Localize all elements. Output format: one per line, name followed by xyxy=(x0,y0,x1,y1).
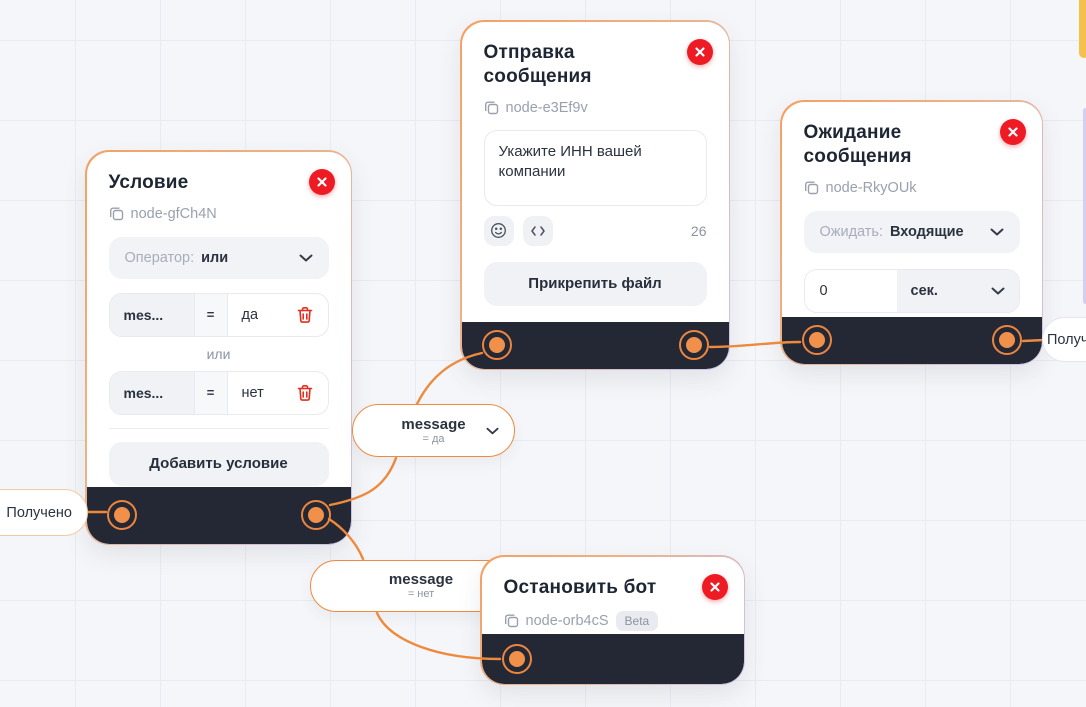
edge-label-title: message xyxy=(388,571,454,588)
port-label-received-left: Получено xyxy=(0,489,88,536)
node-condition[interactable]: Условие node-gfCh4N Оператор: или mes... xyxy=(85,150,352,545)
delay-value-input[interactable]: 0 xyxy=(804,269,897,312)
beta-badge: Beta xyxy=(615,610,659,631)
node-footer xyxy=(781,316,1042,364)
node-send-message[interactable]: Отправка сообщения node-e3Ef9v Укажите И… xyxy=(460,20,730,370)
close-icon[interactable] xyxy=(999,118,1026,145)
close-icon[interactable] xyxy=(308,168,335,195)
delay-unit-value: сек. xyxy=(910,282,938,299)
node-id: node-RkyOUk xyxy=(825,179,917,196)
offscreen-node-fragment-purple xyxy=(1083,108,1086,304)
code-icon[interactable] xyxy=(522,215,553,246)
output-port[interactable] xyxy=(300,500,331,530)
delete-condition-button[interactable] xyxy=(295,294,328,336)
add-condition-button[interactable]: Добавить условие xyxy=(108,441,329,486)
wait-type-select[interactable]: Ожидать: Входящие xyxy=(803,210,1020,253)
node-id: node-orb4cS xyxy=(525,612,609,629)
condition-field[interactable]: mes... xyxy=(109,371,194,414)
chevron-down-icon xyxy=(990,228,1004,236)
node-id: node-gfCh4N xyxy=(130,205,217,222)
copy-icon[interactable] xyxy=(484,100,499,115)
port-label-received-right: Получено xyxy=(1042,317,1086,362)
node-condition-body: Условие node-gfCh4N Оператор: или mes... xyxy=(86,151,351,544)
edge-label-subtitle: = нет xyxy=(407,588,435,600)
chevron-down-icon xyxy=(486,427,499,435)
node-wait-body: Ожидание сообщения node-RkyOUk Ожидать: … xyxy=(781,101,1042,364)
close-icon[interactable] xyxy=(686,38,713,65)
node-title: Остановить бот xyxy=(503,576,657,598)
wait-value: Входящие xyxy=(890,223,964,240)
delete-condition-button[interactable] xyxy=(295,372,328,414)
emoji-icon[interactable] xyxy=(483,215,514,246)
output-port[interactable] xyxy=(678,330,709,360)
chevron-down-icon xyxy=(991,287,1005,295)
condition-field[interactable]: mes... xyxy=(109,293,194,336)
node-stop-body: Остановить бот node-orb4cS Beta xyxy=(481,556,744,684)
copy-icon[interactable] xyxy=(109,206,124,221)
output-port[interactable] xyxy=(991,325,1022,355)
offscreen-node-fragment-yellow xyxy=(1079,0,1086,58)
edge-label-subtitle: = да xyxy=(422,432,445,445)
edge-label-message-yes[interactable]: message = да xyxy=(352,404,515,457)
node-send-body: Отправка сообщения node-e3Ef9v Укажите И… xyxy=(461,21,729,369)
divider xyxy=(108,427,329,429)
delay-row: 0 сек. xyxy=(803,268,1020,313)
close-icon[interactable] xyxy=(701,573,728,600)
char-counter: 26 xyxy=(690,222,707,239)
wait-label: Ожидать: xyxy=(819,223,884,240)
attach-file-button[interactable]: Прикрепить файл xyxy=(483,261,707,306)
node-title: Ожидание сообщения xyxy=(803,121,912,167)
node-footer xyxy=(481,633,744,684)
condition-row: mes... = да xyxy=(108,292,329,337)
message-textarea[interactable]: Укажите ИНН вашей компании xyxy=(483,129,707,206)
node-title: Условие xyxy=(108,171,189,193)
node-wait-message[interactable]: Ожидание сообщения node-RkyOUk Ожидать: … xyxy=(780,100,1043,365)
operator-label: Оператор: xyxy=(124,249,195,266)
copy-icon[interactable] xyxy=(504,613,519,628)
input-port[interactable] xyxy=(481,330,512,360)
node-stop-bot[interactable]: Остановить бот node-orb4cS Beta xyxy=(480,555,745,685)
copy-icon[interactable] xyxy=(804,180,819,195)
condition-value-input[interactable]: нет xyxy=(241,384,264,401)
condition-operator[interactable]: = xyxy=(193,371,228,414)
delay-unit-select[interactable]: сек. xyxy=(896,269,1019,312)
input-port[interactable] xyxy=(501,643,532,674)
input-port[interactable] xyxy=(106,500,137,530)
condition-separator: или xyxy=(206,345,231,362)
operator-select[interactable]: Оператор: или xyxy=(108,236,329,279)
node-footer xyxy=(86,486,351,544)
operator-value: или xyxy=(201,249,229,266)
condition-value-input[interactable]: да xyxy=(241,306,259,323)
condition-row: mes... = нет xyxy=(108,370,329,415)
node-title: Отправка сообщения xyxy=(483,41,592,87)
node-id: node-e3Ef9v xyxy=(505,99,588,116)
node-footer xyxy=(461,321,729,369)
edge-label-title: message xyxy=(401,415,466,433)
condition-operator[interactable]: = xyxy=(193,293,228,336)
input-port[interactable] xyxy=(801,325,832,355)
chevron-down-icon xyxy=(299,254,313,262)
